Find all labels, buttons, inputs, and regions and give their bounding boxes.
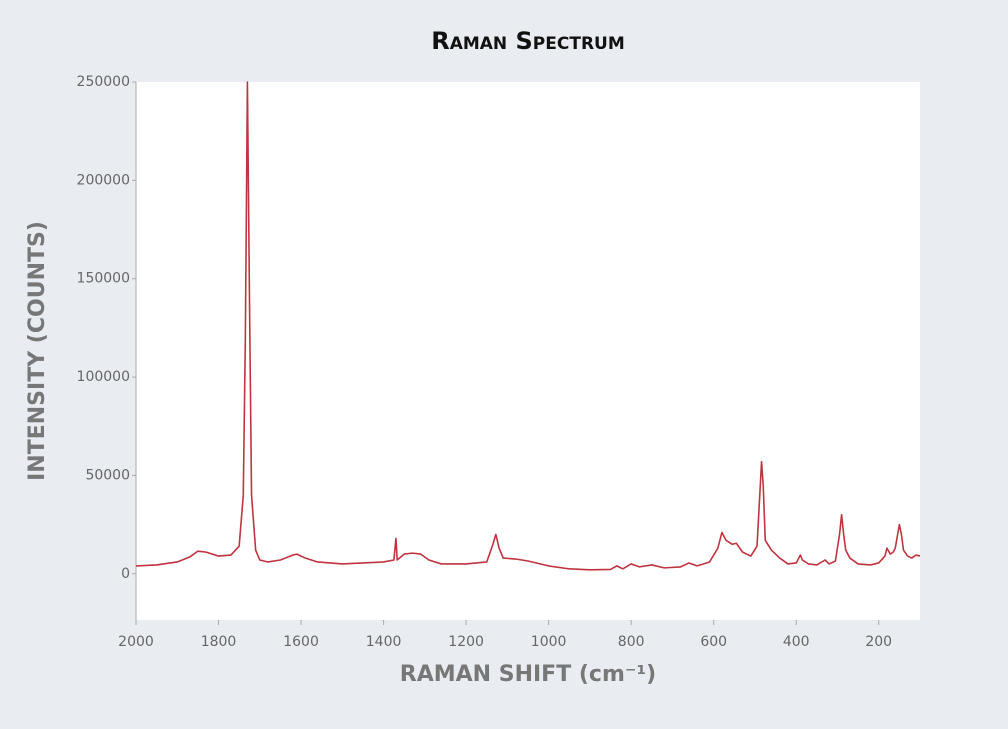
x-tick-label: 400 — [783, 634, 810, 650]
y-tick-label: 200000 — [77, 172, 130, 188]
y-tick-label: 250000 — [77, 74, 130, 90]
y-axis-label: INTENSITY (COUNTS) — [25, 221, 50, 481]
y-tick-label: 50000 — [85, 467, 130, 483]
x-tick-label: 2000 — [118, 634, 154, 650]
spectrum-line — [135, 81, 921, 571]
x-tick-label: 1600 — [283, 634, 319, 650]
x-tick-label: 800 — [618, 634, 645, 650]
chart-title: Raman Spectrum — [431, 27, 625, 55]
x-tick-label: 1400 — [366, 634, 402, 650]
x-tick-label: 600 — [700, 634, 727, 650]
x-tick-label: 1200 — [448, 634, 484, 650]
y-tick-label: 150000 — [77, 271, 130, 287]
y-tick-label: 100000 — [77, 369, 130, 385]
x-tick-label: 1800 — [201, 634, 237, 650]
y-tick-label: 0 — [121, 566, 130, 582]
plot-area — [136, 82, 920, 620]
x-tick-label: 1000 — [531, 634, 567, 650]
x-tick-label: 200 — [865, 634, 892, 650]
x-axis-label: RAMAN SHIFT (cm⁻¹) — [400, 662, 656, 687]
